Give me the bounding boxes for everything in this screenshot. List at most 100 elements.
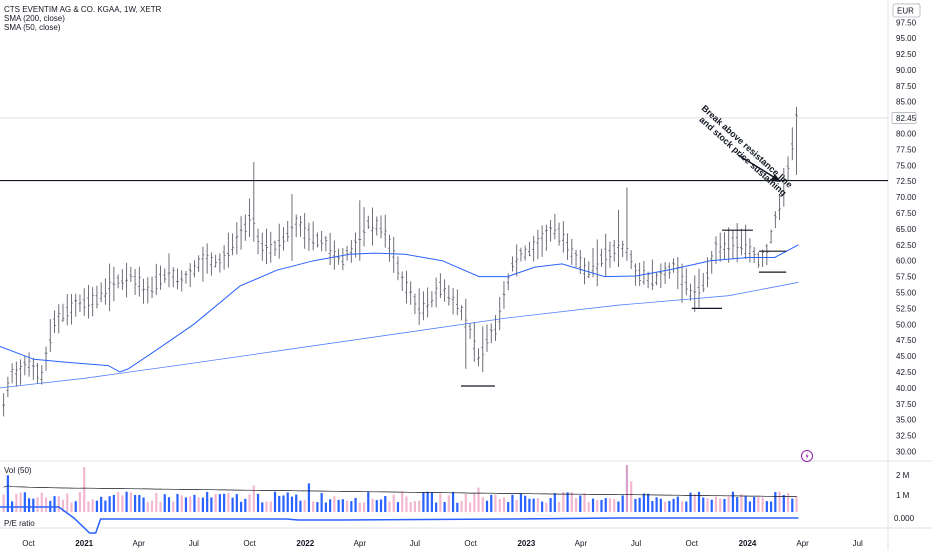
volume-bar	[468, 502, 472, 512]
volume-bar	[235, 494, 238, 512]
volume-bar	[583, 492, 586, 512]
volume-pane-title[interactable]: Vol (50)	[4, 466, 32, 475]
volume-bar	[197, 497, 200, 512]
time-tick-label: Apr	[354, 539, 367, 548]
volume-bar	[350, 501, 353, 512]
volume-bar	[40, 492, 43, 512]
volume-bar	[210, 497, 213, 512]
time-axis[interactable]: Oct 2021 Apr Jul Oct 2022 Apr Jul Oct 2023 Apr Jul O…	[22, 539, 863, 548]
volume-bar	[341, 499, 344, 512]
volume-bar	[78, 491, 82, 512]
volume-bar	[117, 491, 120, 512]
time-tick-label: 2022	[296, 539, 314, 548]
volume-bar	[129, 492, 132, 512]
volume-bar	[388, 501, 391, 512]
chart-title[interactable]: CTS EVENTIM AG & CO. KGAA, 1W, XETR	[4, 5, 162, 14]
volume-bar	[680, 501, 684, 512]
volume-bar	[2, 494, 5, 512]
volume-bar	[32, 498, 35, 512]
volume-bar	[757, 496, 760, 512]
volume-bar	[252, 485, 255, 512]
volume-bar	[634, 498, 637, 512]
volume-bar	[256, 493, 260, 512]
volume-bar	[384, 496, 387, 512]
volume-bar	[223, 493, 226, 512]
price-tick-label: 97.50	[896, 18, 917, 27]
last-price-label: 82.45	[896, 114, 917, 123]
volume-bar	[439, 493, 442, 512]
volume-bar	[121, 495, 124, 512]
price-tick-label: 40.00	[896, 384, 917, 393]
annotation-group[interactable]: Break above resistance line and stock pr…	[693, 103, 796, 199]
volume-bar	[362, 502, 366, 512]
price-tick-label: 45.00	[896, 352, 917, 361]
volume-bar	[557, 501, 561, 512]
volume-bar	[184, 497, 188, 512]
time-tick-label: 2023	[517, 539, 535, 548]
price-tick-label: 75.00	[896, 161, 917, 170]
volume-bar	[358, 502, 361, 512]
volume-bar	[443, 501, 446, 512]
annotation-line-1: Break above resistance line	[700, 103, 795, 190]
price-tick-label: 70.00	[896, 193, 917, 202]
price-axis[interactable]: 100.0097.5095.0092.5090.0087.5085.0080.0…	[896, 2, 921, 456]
volume-bar	[727, 496, 730, 512]
price-tick-label: 50.00	[896, 320, 917, 329]
volume-bar	[630, 481, 633, 512]
volume-bar	[401, 491, 404, 512]
price-tick-label: 67.50	[896, 209, 917, 218]
lightning-icon[interactable]	[801, 450, 813, 462]
volume-bar	[286, 492, 289, 512]
volume-bar	[214, 493, 217, 512]
price-tick-label: 95.00	[896, 34, 917, 43]
volume-bar	[189, 496, 192, 512]
volume-bar	[731, 491, 735, 512]
time-tick-label: Apr	[132, 539, 145, 548]
volume-bar	[617, 501, 620, 512]
volume-bar	[19, 492, 22, 512]
volume-bars	[2, 465, 798, 512]
volume-bar	[549, 497, 552, 512]
volume-bar	[511, 494, 514, 512]
volume-bar	[676, 496, 679, 512]
volume-bar	[248, 494, 251, 512]
volume-bar	[625, 465, 629, 512]
volume-bar	[426, 491, 429, 512]
price-tick-label: 72.50	[896, 177, 917, 186]
volume-bar	[66, 493, 69, 512]
price-tick-label: 62.50	[896, 241, 917, 250]
volume-bar	[621, 495, 624, 512]
volume-bar	[176, 493, 179, 512]
volume-bar	[218, 494, 221, 512]
volume-bar	[413, 501, 417, 512]
price-tick-label: 37.50	[896, 400, 917, 409]
sma200-legend[interactable]: SMA (200, close)	[4, 14, 65, 23]
volume-bar	[104, 500, 107, 512]
volume-bar	[596, 499, 599, 512]
volume-bar	[146, 501, 149, 512]
currency-box[interactable]: EUR	[892, 3, 921, 18]
price-tick-label: 90.00	[896, 66, 917, 75]
volume-bar	[769, 501, 773, 512]
volume-bar	[138, 494, 141, 512]
volume-bar	[655, 497, 658, 512]
volume-bar	[536, 498, 539, 512]
price-tick-label: 47.50	[896, 336, 917, 345]
volume-bar	[507, 502, 510, 512]
sma50-legend[interactable]: SMA (50, close)	[4, 23, 61, 32]
volume-bar	[83, 467, 86, 512]
volume-bar	[155, 492, 158, 512]
volume-bar	[303, 499, 306, 512]
volume-bar	[180, 495, 183, 512]
sma200-line	[0, 281, 799, 389]
volume-bar	[494, 494, 497, 512]
price-tick-label: 65.00	[896, 225, 917, 234]
pe-pane-title[interactable]: P/E ratio	[4, 519, 35, 528]
pe-value-label: 0.000	[894, 514, 915, 523]
volume-bar	[638, 497, 641, 512]
annotation-text: Break above resistance line and stock pr…	[693, 103, 796, 199]
annotation-arrow	[737, 154, 778, 180]
volume-bar	[672, 498, 675, 512]
support-levels[interactable]	[460, 229, 787, 387]
